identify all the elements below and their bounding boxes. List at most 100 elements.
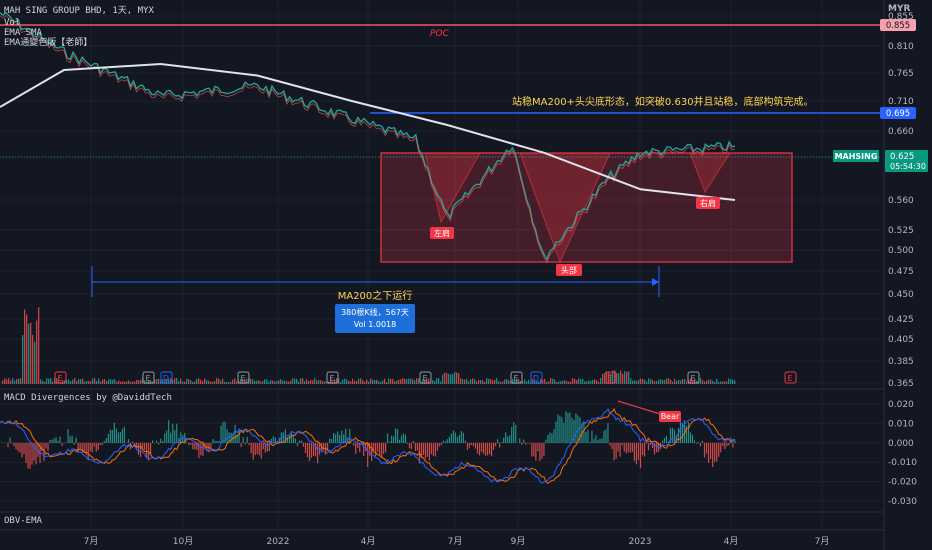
event-marker-box[interactable] — [604, 371, 617, 384]
macd-histogram-bar — [29, 442, 31, 469]
price-series-line — [0, 11, 736, 261]
volume-bar — [588, 380, 590, 384]
macd-histogram-bar — [531, 442, 533, 457]
event-marker-box[interactable] — [419, 371, 432, 384]
volume-bar — [50, 378, 52, 384]
event-marker-box[interactable] — [784, 371, 797, 384]
macd-histogram-bar — [603, 430, 605, 444]
volume-bar — [56, 378, 58, 384]
ema-color-indicator-label[interactable]: EMA通變色版【老師】 — [4, 38, 93, 48]
volume-bar — [32, 334, 34, 384]
price-axis[interactable]: 0.8550.8100.7650.7100.6600.6000.5600.525… — [888, 12, 914, 389]
macd-histogram-bar — [452, 430, 454, 444]
volume-bar — [96, 381, 98, 384]
volume-bar — [712, 380, 714, 384]
macd-histogram-bar — [75, 437, 77, 444]
macd-histogram-bar — [507, 436, 509, 444]
macd-histogram-bar — [65, 442, 67, 444]
volume-bar — [108, 379, 110, 384]
obv-indicator-label[interactable]: OBV-EMA — [4, 516, 42, 526]
volume-bar — [326, 381, 328, 384]
macd-histogram-bar — [677, 428, 680, 444]
volume-bar — [518, 379, 520, 384]
macd-histogram-bar — [714, 442, 716, 463]
macd-histogram-bar — [137, 442, 140, 455]
event-marker-box[interactable] — [530, 371, 543, 384]
volume-bar — [346, 379, 348, 384]
ema-sma-indicator-label[interactable]: EMA SMA — [4, 28, 42, 38]
event-marker-box[interactable] — [237, 371, 250, 384]
macd-indicator-label[interactable]: MACD Divergences by @DaviddTech — [4, 393, 172, 403]
volume-bar — [42, 380, 44, 384]
volume-bar — [58, 380, 60, 384]
macd-histogram-bar — [705, 442, 708, 454]
macd-histogram-bar — [627, 442, 629, 453]
macd-pane[interactable] — [0, 407, 736, 484]
event-marker-box[interactable] — [326, 371, 339, 384]
macd-histogram-bar — [609, 442, 611, 446]
macd-histogram-bar — [527, 442, 529, 444]
event-marker-box[interactable] — [510, 371, 523, 384]
macd-histogram-bar — [331, 439, 333, 444]
macd-histogram-bar — [224, 421, 226, 444]
volume-bar — [682, 378, 684, 384]
volume-bar — [544, 378, 546, 384]
volume-bar — [172, 379, 174, 384]
macd-histogram-bar — [49, 439, 51, 444]
macd-histogram-bar — [424, 442, 427, 459]
macd-histogram-bar — [605, 429, 607, 444]
volume-bar — [126, 381, 128, 384]
vol-indicator-label[interactable]: Vol — [4, 18, 21, 28]
head-triangle — [519, 152, 611, 264]
volume-bar — [352, 378, 354, 384]
macd-histogram-bar — [689, 432, 692, 444]
event-marker-box[interactable] — [160, 371, 173, 384]
volume-bar — [336, 378, 338, 384]
volume-bar — [272, 380, 274, 384]
macd-histogram-bar — [339, 435, 341, 444]
symbol-title[interactable]: MAH SING GROUP BHD, 1天, MYX — [4, 6, 154, 16]
macd-histogram-bar — [693, 440, 696, 444]
macd-histogram-bar — [230, 432, 232, 444]
volume-bar — [612, 370, 614, 384]
macd-histogram-bar — [45, 442, 47, 449]
volume-bar — [528, 379, 530, 384]
volume-bar — [402, 378, 404, 384]
macd-histogram-bar — [384, 442, 387, 453]
volume-bar — [436, 378, 438, 384]
volume-bar — [316, 380, 318, 384]
volume-bar — [78, 379, 80, 384]
volume-bar — [648, 378, 650, 384]
volume-bar — [16, 379, 18, 384]
volume-bar — [208, 380, 210, 384]
below-ma-range — [91, 266, 660, 297]
volume-bar — [440, 381, 442, 384]
volume-bar — [262, 381, 264, 384]
volume-bar — [298, 381, 300, 384]
macd-histogram-bar — [381, 442, 383, 458]
volume-bar — [510, 381, 512, 384]
macd-histogram-bar — [123, 426, 126, 444]
volume-bar — [24, 309, 26, 384]
volume-bar — [638, 379, 640, 384]
macd-axis[interactable]: 0.020 0.010 0.000 -0.010 -0.020 -0.030 — [888, 400, 917, 507]
price-tick-label: 0.525 — [888, 226, 914, 236]
macd-histogram-bar — [379, 442, 381, 456]
macd-tick-label: -0.010 — [888, 458, 917, 468]
event-marker-box[interactable] — [54, 371, 67, 384]
event-marker-label: D — [533, 374, 539, 383]
macd-histogram-bar — [537, 442, 539, 452]
bear-divergence: Bear — [617, 400, 681, 422]
volume-bar — [646, 381, 648, 384]
price-tick-label: 0.500 — [888, 246, 914, 256]
event-marker-box[interactable] — [687, 371, 700, 384]
time-axis[interactable]: 7月 10月 2022 4月 7月 9月 2023 4月 7月 — [84, 536, 830, 547]
pattern-note: 站稳MA200+头尖底形态，如突破0.630并且站稳，底部构筑完成。 — [512, 95, 814, 108]
macd-histogram-bar — [236, 435, 238, 444]
event-marker-box[interactable] — [142, 371, 155, 384]
macd-histogram-bar — [406, 442, 409, 444]
volume-bar — [308, 380, 310, 384]
range-info-box — [335, 304, 415, 333]
